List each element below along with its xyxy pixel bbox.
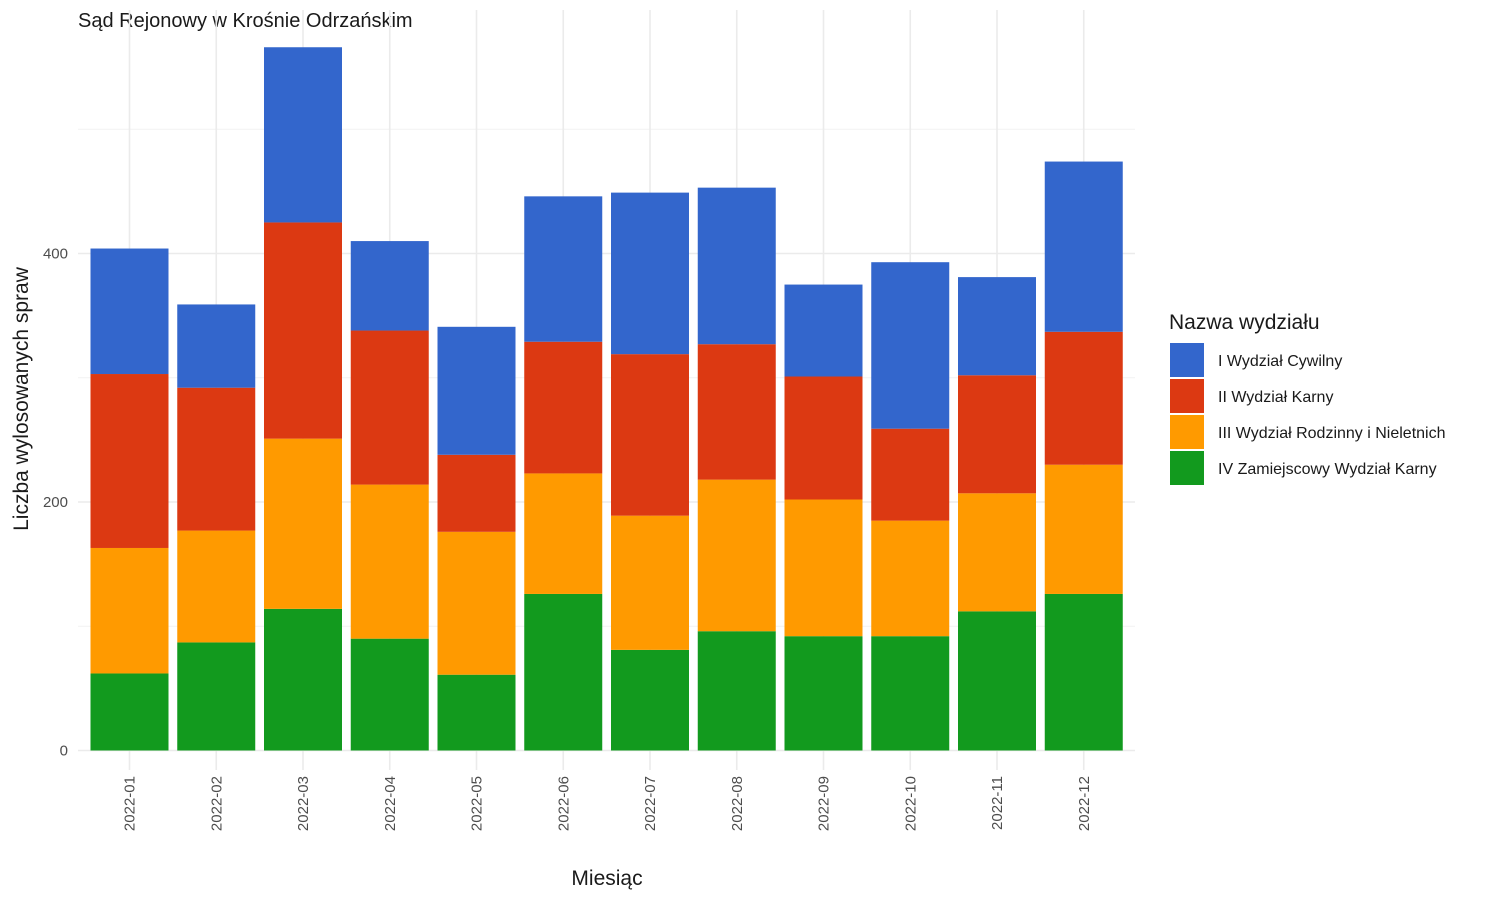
legend-swatch [1170, 451, 1204, 485]
legend-label: II Wydział Karny [1218, 389, 1333, 406]
bar-segment [958, 493, 1036, 612]
x-tick-label: 2022-09 [816, 776, 833, 831]
bar-segment [524, 341, 603, 474]
x-tick-label: 2022-05 [469, 776, 486, 831]
y-tick-label: 0 [60, 743, 68, 760]
bar-segment [784, 499, 863, 637]
bar-segment [1044, 464, 1123, 594]
bar-segment [177, 387, 256, 531]
x-tick-label: 2022-12 [1076, 776, 1093, 831]
bar-segment [524, 196, 603, 342]
bar-segment [697, 479, 776, 632]
bar-segment [264, 222, 342, 439]
bar-segment [958, 277, 1036, 376]
bars [90, 47, 1123, 751]
bar-segment [264, 438, 342, 609]
bar-segment [611, 354, 689, 516]
bar-segment [1044, 161, 1123, 332]
bar-segment [611, 515, 689, 650]
x-tick-label: 2022-01 [122, 776, 139, 831]
bar-segment [264, 47, 342, 223]
x-tick-label: 2022-06 [555, 776, 572, 831]
bar-segment [90, 248, 169, 375]
legend-label: I Wydział Cywilny [1218, 353, 1342, 370]
x-tick-label: 2022-04 [382, 776, 399, 831]
legend-swatch [1170, 415, 1204, 449]
legend-swatch [1170, 343, 1204, 377]
legend-title: Nazwa wydziału [1169, 311, 1320, 334]
bar-segment [871, 262, 950, 429]
bar-segment [264, 608, 342, 751]
bar-segment [784, 284, 863, 377]
x-tick-label: 2022-08 [729, 776, 746, 831]
bar-segment [177, 304, 256, 388]
x-tick-label: 2022-11 [989, 776, 1006, 830]
y-tick-label: 200 [43, 494, 68, 511]
bar-segment [871, 520, 950, 637]
bar-segment [871, 428, 950, 521]
bar-segment [524, 593, 603, 751]
bar-segment [697, 344, 776, 480]
bar-segment [524, 473, 603, 594]
x-axis-title: Miesiąc [571, 867, 642, 890]
bar-segment [611, 649, 689, 751]
chart-title: Sąd Rejonowy w Krośnie Odrzańskim [78, 10, 413, 32]
y-tick-label: 400 [43, 246, 68, 263]
legend: Nazwa wydziału I Wydział Cywilny II Wydzi… [1169, 311, 1446, 485]
bar-segment [90, 547, 169, 674]
bar-segment [350, 241, 429, 331]
bar-segment [90, 673, 169, 751]
bar-segment [437, 531, 516, 675]
bar-segment [177, 530, 256, 643]
x-tick-label: 2022-02 [208, 776, 225, 831]
y-axis-title: Liczba wylosowanych spraw [10, 266, 33, 531]
legend-label: III Wydział Rodzinny i Nieletnich [1218, 425, 1446, 442]
x-tick-label: 2022-10 [902, 776, 919, 831]
bar-segment [958, 375, 1036, 494]
bar-segment [958, 611, 1036, 751]
legend-label: IV Zamiejscowy Wydział Karny [1218, 461, 1437, 478]
bar-segment [437, 326, 516, 455]
bar-segment [784, 636, 863, 751]
x-axis-ticks: 2022-01 2022-02 2022-03 2022-04 2022-05 2022-… [122, 776, 1093, 831]
x-tick-label: 2022-07 [642, 776, 659, 831]
bar-segment [350, 638, 429, 751]
bar-segment [350, 484, 429, 639]
y-axis-ticks: 0 200 400 [43, 246, 68, 760]
bar-segment [611, 192, 689, 355]
bar-segment [1044, 593, 1123, 751]
bar-segment [784, 376, 863, 500]
bar-segment [1044, 331, 1123, 465]
x-tick-label: 2022-03 [295, 776, 312, 831]
bar-segment [437, 674, 516, 751]
bar-segment [177, 642, 256, 751]
bar-segment [871, 636, 950, 751]
legend-swatch [1170, 379, 1204, 413]
bar-segment [697, 187, 776, 345]
bar-segment [350, 330, 429, 485]
bar-segment [437, 454, 516, 532]
bar-segment [697, 631, 776, 751]
bar-segment [90, 374, 169, 548]
